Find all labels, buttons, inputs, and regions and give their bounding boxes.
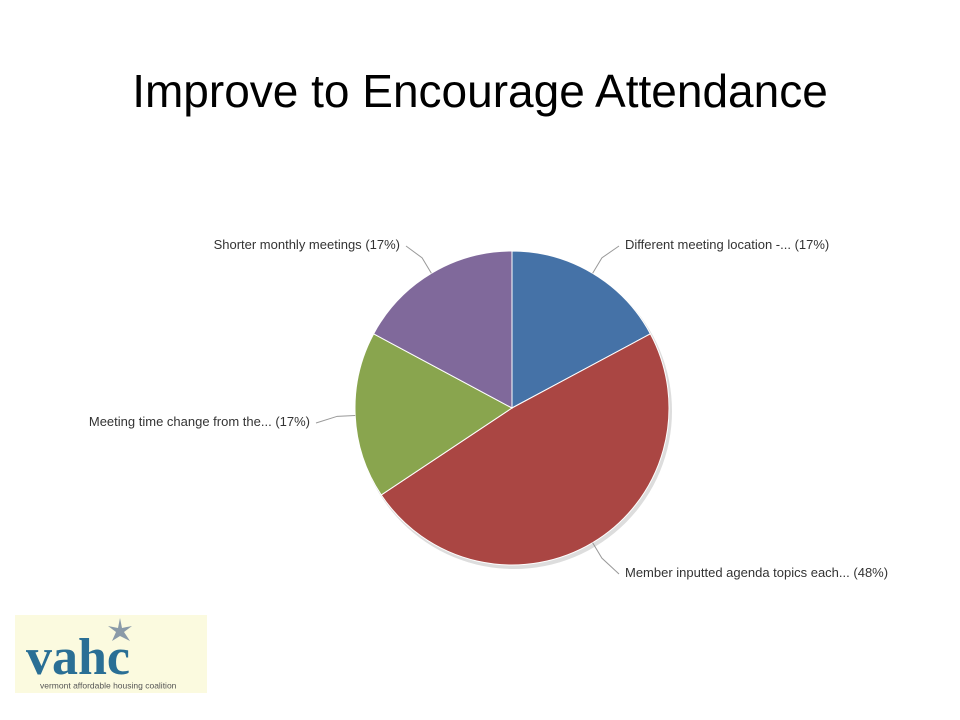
slice-label: Member inputted agenda topics each... (4… xyxy=(625,565,888,580)
logo-star-shape xyxy=(108,618,132,641)
pie-slice xyxy=(354,333,513,496)
slice-category: Meeting time change from the... xyxy=(89,414,272,429)
logo-tagline: vermont affordable housing coalition xyxy=(40,680,177,690)
logo-star xyxy=(108,618,132,641)
slice-category: Different meeting location -... xyxy=(625,237,791,252)
logo-name: vahc xyxy=(26,629,130,686)
leader-line xyxy=(592,245,620,274)
slice-label: Different meeting location -... (17%) xyxy=(625,237,829,252)
pie-slice xyxy=(380,333,670,566)
pie-slice xyxy=(511,250,652,409)
leader-line xyxy=(405,245,432,274)
slice-category: Shorter monthly meetings xyxy=(214,237,363,252)
pie-slice xyxy=(372,250,513,409)
leader-line xyxy=(315,414,356,424)
slice-value-label: (17%) xyxy=(275,414,310,429)
slice-value-label: (17%) xyxy=(365,237,400,252)
slice-value-label: (48%) xyxy=(853,565,888,580)
leader-line xyxy=(592,542,620,575)
logo: vahc vermont affordable housing coalitio… xyxy=(15,615,207,693)
slice-category: Member inputted agenda topics each... xyxy=(625,565,850,580)
slide-title: Improve to Encourage Attendance xyxy=(132,65,828,117)
slice-label: Meeting time change from the... (17%) xyxy=(89,414,310,429)
slice-label: Shorter monthly meetings (17%) xyxy=(214,237,400,252)
slice-value-label: (17%) xyxy=(795,237,830,252)
